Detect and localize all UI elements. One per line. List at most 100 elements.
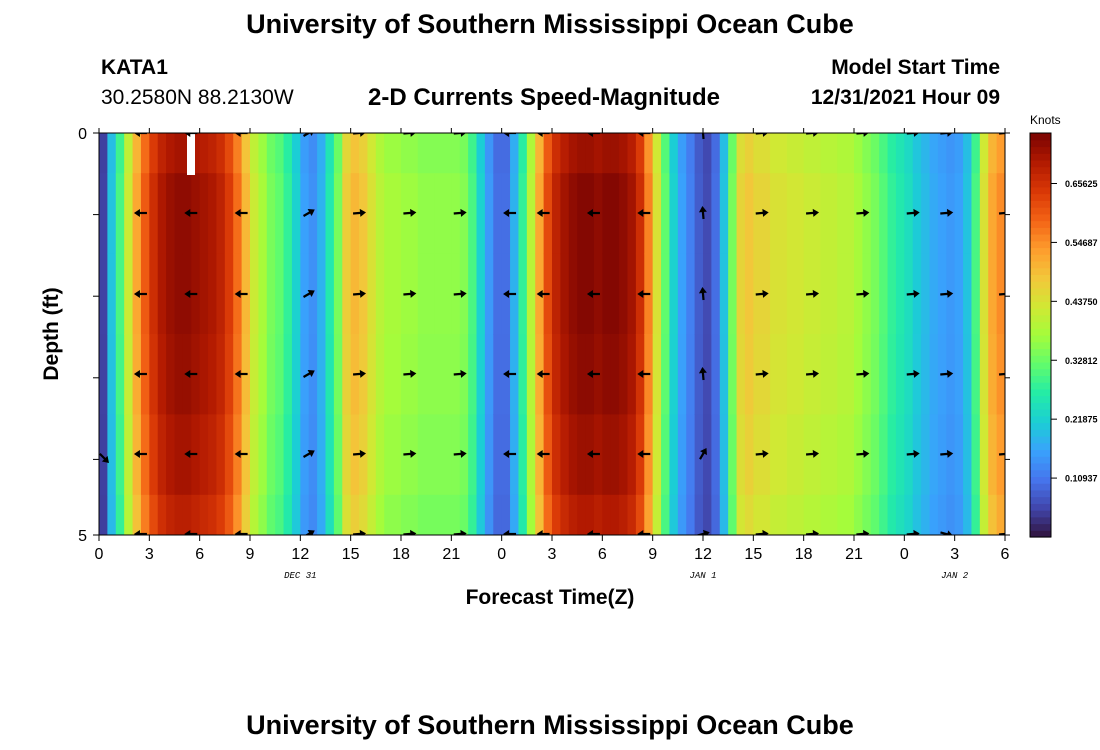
heatmap-cell xyxy=(250,133,259,174)
current-arrow xyxy=(698,287,707,301)
current-arrow xyxy=(352,369,367,378)
heatmap-cell xyxy=(837,334,855,415)
colorbar-segment xyxy=(1030,133,1051,141)
x-tick-label: 3 xyxy=(950,546,959,563)
heatmap-cell xyxy=(694,253,704,335)
heatmap-cell xyxy=(224,173,234,255)
current-arrow xyxy=(755,449,769,458)
heatmap-cell xyxy=(300,414,310,496)
heatmap-cell xyxy=(719,334,729,415)
heatmap-cell xyxy=(661,414,671,496)
heatmap-cell xyxy=(694,334,704,415)
heatmap-cell xyxy=(954,414,964,496)
heatmap-cell xyxy=(250,494,259,535)
heatmap-cell xyxy=(275,173,285,255)
heatmap-cell xyxy=(803,494,822,535)
heatmap-cell xyxy=(552,334,561,415)
current-arrow xyxy=(701,133,705,140)
heatmap-cell xyxy=(258,173,268,255)
heatmap-cell xyxy=(518,173,528,255)
heatmap-cell xyxy=(744,414,754,496)
heatmap-cell xyxy=(870,133,880,174)
current-arrow xyxy=(536,530,550,535)
heatmap-cell xyxy=(124,173,134,255)
heatmap-cell xyxy=(736,173,746,255)
current-arrow xyxy=(940,449,954,458)
heatmap-cell xyxy=(887,253,897,335)
current-arrow xyxy=(453,208,467,217)
colorbar-segment xyxy=(1030,294,1051,302)
x-tick-label: 12 xyxy=(694,546,712,563)
current-arrow xyxy=(133,290,147,298)
current-arrow xyxy=(637,450,651,458)
heatmap-cell xyxy=(979,494,989,535)
colorbar-segment xyxy=(1030,409,1051,417)
heatmap-cell xyxy=(988,414,998,496)
heatmap-cell xyxy=(677,173,687,255)
heatmap-cell xyxy=(786,133,805,174)
heatmap-cell xyxy=(166,173,176,255)
heatmap-cell xyxy=(585,133,595,174)
current-arrow xyxy=(453,369,467,378)
heatmap-cell xyxy=(577,414,587,496)
current-arrow xyxy=(133,450,147,458)
heatmap-cell xyxy=(895,414,905,496)
heatmap-cell xyxy=(199,494,209,535)
heatmap-cell xyxy=(224,334,234,415)
current-arrow xyxy=(453,529,467,535)
heatmap-cell xyxy=(736,334,746,415)
heatmap-cell xyxy=(711,334,721,415)
heatmap-cell xyxy=(661,253,671,335)
heatmap-cell xyxy=(619,133,629,174)
heatmap-cell xyxy=(417,253,436,335)
heatmap-cell xyxy=(560,494,570,535)
heatmap-cell xyxy=(963,494,973,535)
heatmap-cell xyxy=(468,494,478,535)
heatmap-cell xyxy=(686,414,696,496)
current-arrow xyxy=(234,290,248,298)
heatmap-cell xyxy=(904,133,914,174)
station-coords: 30.2580N 88.2130W xyxy=(101,86,294,109)
x-tick-label: 9 xyxy=(246,546,255,563)
heatmap-cell xyxy=(484,253,494,335)
heatmap-cell xyxy=(895,253,905,335)
heatmap-cell xyxy=(971,334,981,415)
heatmap-cell xyxy=(879,133,889,174)
colorbar-segment xyxy=(1030,146,1051,154)
current-arrow xyxy=(586,450,600,458)
heatmap-cell xyxy=(468,253,478,335)
heatmap-cell xyxy=(703,253,712,335)
heatmap-cell xyxy=(602,253,612,335)
heatmap-cell xyxy=(870,334,880,415)
heatmap-cell xyxy=(476,173,486,255)
heatmap-cell xyxy=(703,494,712,535)
heatmap-cell xyxy=(719,133,729,174)
current-arrow xyxy=(805,529,820,535)
current-arrow xyxy=(805,289,820,298)
heatmap-cell xyxy=(862,133,872,174)
heatmap-cell xyxy=(963,173,973,255)
heatmap-cell xyxy=(342,414,352,496)
heatmap-cell xyxy=(300,334,310,415)
current-arrow xyxy=(536,133,550,137)
heatmap-cell xyxy=(879,253,889,335)
colorbar-segment xyxy=(1030,281,1051,289)
heatmap-cell xyxy=(770,414,788,496)
heatmap-cell xyxy=(107,414,117,496)
heatmap-cell xyxy=(602,133,612,174)
current-arrow xyxy=(637,133,651,137)
current-arrow xyxy=(940,530,954,535)
heatmap-cell xyxy=(954,133,964,174)
heatmap-cell xyxy=(854,494,863,535)
current-arrow xyxy=(503,133,517,137)
heatmap-cell xyxy=(719,414,729,496)
heatmap-cell xyxy=(333,414,343,496)
current-arrow xyxy=(403,369,417,378)
heatmap-cell xyxy=(166,414,176,496)
heatmap-cell xyxy=(560,133,570,174)
current-arrow xyxy=(352,289,367,298)
heatmap-cell xyxy=(820,414,838,496)
current-arrow xyxy=(998,372,1005,376)
heatmap-cell xyxy=(837,133,855,174)
heatmap-cell xyxy=(971,494,981,535)
